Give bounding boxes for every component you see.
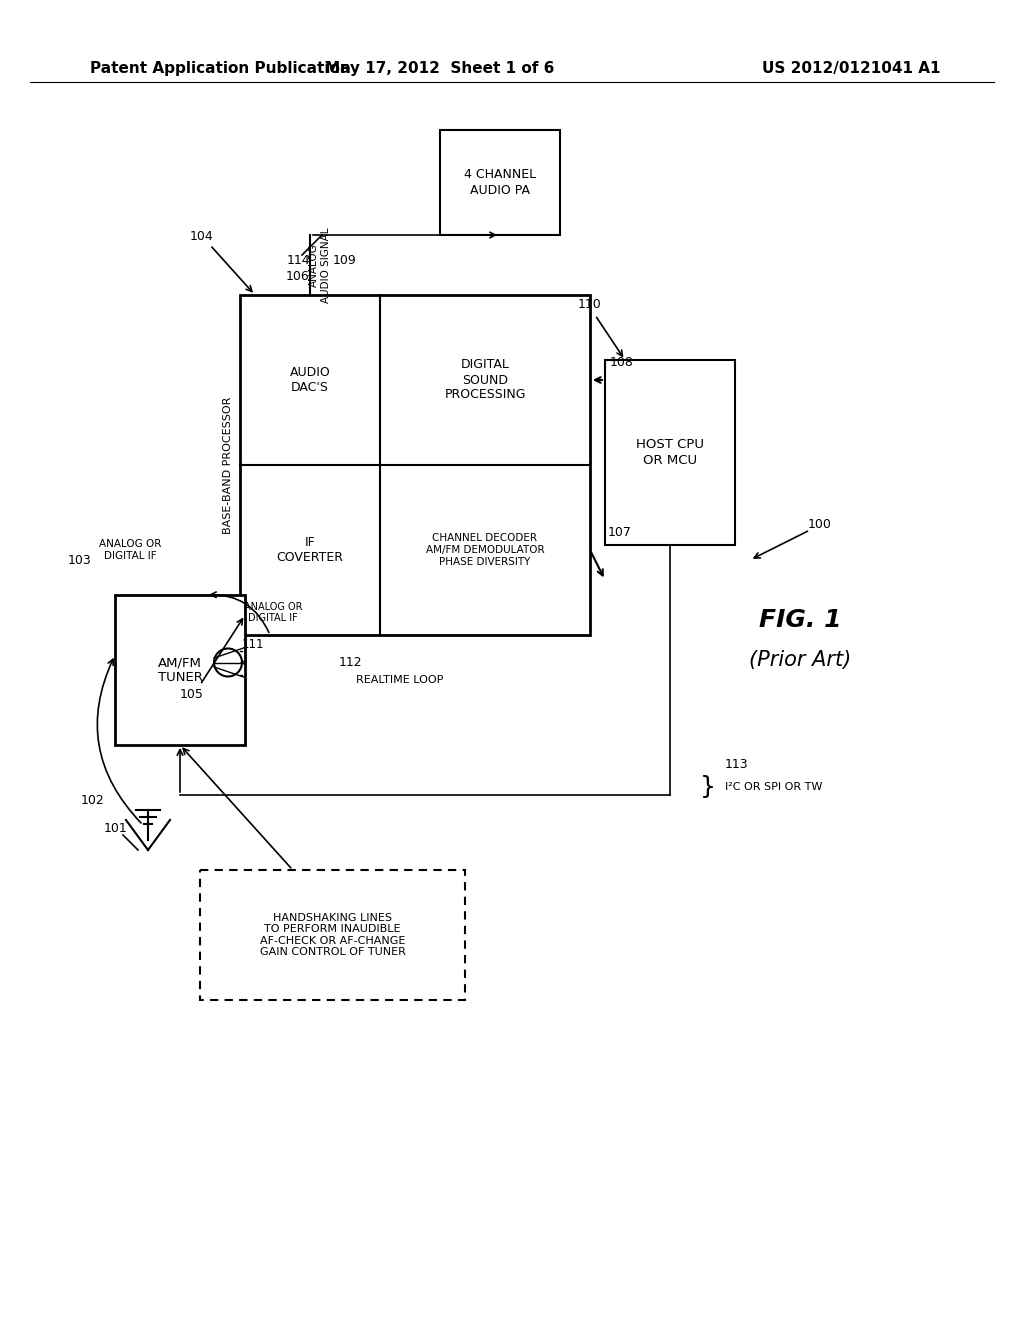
Text: AM/FM
TUNER: AM/FM TUNER: [158, 656, 203, 684]
Text: }: }: [700, 775, 716, 799]
Text: 4 CHANNEL
AUDIO PA: 4 CHANNEL AUDIO PA: [464, 169, 536, 197]
Bar: [115, 595, 245, 744]
Text: ANALOG OR
DIGITAL IF: ANALOG OR DIGITAL IF: [98, 539, 161, 561]
Text: HOST CPU
OR MCU: HOST CPU OR MCU: [636, 438, 705, 466]
Text: IF
COVERTER: IF COVERTER: [276, 536, 343, 564]
Text: AUDIO
DAC'S: AUDIO DAC'S: [290, 366, 331, 393]
Text: 107: 107: [608, 525, 632, 539]
Text: 105: 105: [180, 689, 204, 701]
Text: I²C OR SPI OR TW: I²C OR SPI OR TW: [725, 781, 822, 792]
Bar: [200, 870, 465, 1001]
Text: 111: 111: [242, 638, 264, 651]
Text: ANALOG OR
DIGITAL IF: ANALOG OR DIGITAL IF: [244, 602, 302, 623]
Text: US 2012/0121041 A1: US 2012/0121041 A1: [762, 61, 940, 75]
Bar: [605, 360, 735, 545]
Text: 102: 102: [81, 793, 104, 807]
Circle shape: [214, 648, 242, 676]
Bar: [440, 129, 560, 235]
Text: 106: 106: [286, 271, 310, 284]
Text: Patent Application Publication: Patent Application Publication: [90, 61, 351, 75]
Text: 101: 101: [104, 821, 128, 834]
Text: DIGITAL
SOUND
PROCESSING: DIGITAL SOUND PROCESSING: [444, 359, 525, 401]
Text: 103: 103: [69, 553, 92, 566]
Bar: [240, 294, 590, 635]
Text: HANDSHAKING LINES
TO PERFORM INAUDIBLE
AF-CHECK OR AF-CHANGE
GAIN CONTROL OF TUN: HANDSHAKING LINES TO PERFORM INAUDIBLE A…: [259, 912, 406, 957]
Text: 113: 113: [725, 759, 749, 771]
Text: 114: 114: [286, 253, 310, 267]
Text: 112: 112: [338, 656, 361, 669]
Text: 100: 100: [808, 519, 831, 532]
Text: BASE-BAND PROCESSOR: BASE-BAND PROCESSOR: [223, 396, 233, 533]
Text: 104: 104: [190, 231, 214, 243]
Text: 110: 110: [579, 298, 602, 312]
Text: FIG. 1: FIG. 1: [759, 609, 842, 632]
Text: 109: 109: [333, 253, 357, 267]
Text: May 17, 2012  Sheet 1 of 6: May 17, 2012 Sheet 1 of 6: [326, 61, 555, 75]
Text: (Prior Art): (Prior Art): [749, 649, 851, 671]
Text: 108: 108: [610, 355, 634, 368]
Text: ANALOG
AUDIO SIGNAL: ANALOG AUDIO SIGNAL: [309, 227, 331, 302]
Text: REALTIME LOOP: REALTIME LOOP: [356, 675, 443, 685]
Text: CHANNEL DECODER
AM/FM DEMODULATOR
PHASE DIVERSITY: CHANNEL DECODER AM/FM DEMODULATOR PHASE …: [426, 533, 545, 566]
